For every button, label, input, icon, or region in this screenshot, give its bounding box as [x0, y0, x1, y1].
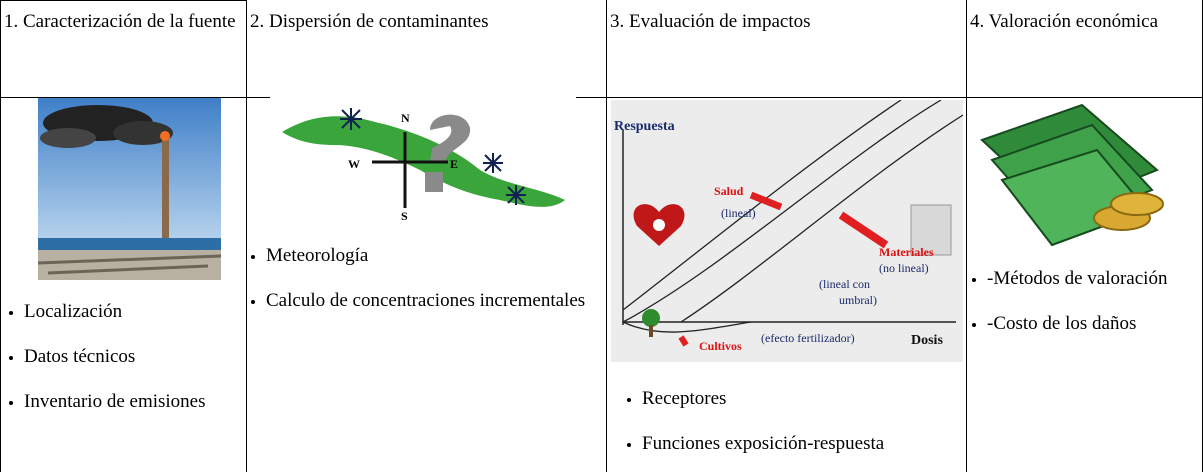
border [576, 97, 1203, 98]
border [606, 0, 607, 472]
refinery-image [38, 98, 221, 280]
border [0, 97, 270, 98]
bullet-item: Funciones exposición-respuesta [642, 421, 966, 466]
compass-label: S [401, 209, 408, 223]
bullet-item: -Costo de los daños [987, 301, 1201, 346]
compass-label: N [401, 111, 410, 125]
bullet-item: Inventario de emisiones [24, 379, 246, 424]
bullet-item: -Métodos de valoración [987, 256, 1201, 301]
money-image [980, 103, 1164, 247]
bullet-item: Meteorología [266, 233, 604, 278]
bullet-item: Calculo de concentraciones incrementales [266, 278, 604, 323]
chart-label: (lineal) [721, 206, 756, 220]
bullet-list: -Métodos de valoración -Costo de los dañ… [973, 256, 1201, 346]
border [246, 0, 247, 472]
border [966, 0, 967, 472]
chart-label: umbral) [839, 293, 877, 307]
column-header: 4. Valoración económica [970, 11, 1158, 32]
compass-label: E [450, 157, 458, 171]
column-header: 2. Dispersión de contaminantes [250, 11, 489, 32]
chart-label: Cultivos [699, 339, 742, 353]
bullet-list: Meteorología Calculo de concentraciones … [252, 233, 604, 323]
bullet-item: Datos técnicos [24, 334, 246, 379]
chart-label: (efecto fertilizador) [761, 331, 855, 345]
chart-label: (lineal con [819, 277, 870, 291]
compass-label: W [348, 157, 360, 171]
bullet-item: Localización [24, 289, 246, 334]
chart-label: Dosis [911, 333, 943, 348]
bullet-item: Receptores [642, 376, 966, 421]
bullet-list: Receptores Funciones exposición-respuest… [626, 376, 966, 466]
chart-label: (no lineal) [879, 261, 929, 275]
bullet-list: Localización Datos técnicos Inventario d… [10, 289, 246, 424]
chart-label: Respuesta [614, 119, 675, 134]
border [0, 0, 1, 472]
column-header: 1. Caracterización de la fuente [4, 11, 236, 32]
dose-response-diagram: Respuesta Salud (lineal) Materiales (no … [611, 100, 963, 362]
dispersion-map: N W E S [282, 108, 565, 223]
column-header: 3. Evaluación de impactos [610, 11, 811, 32]
chart-label: Salud [714, 184, 744, 198]
chart-label: Materiales [879, 245, 934, 259]
border [0, 0, 246, 1]
